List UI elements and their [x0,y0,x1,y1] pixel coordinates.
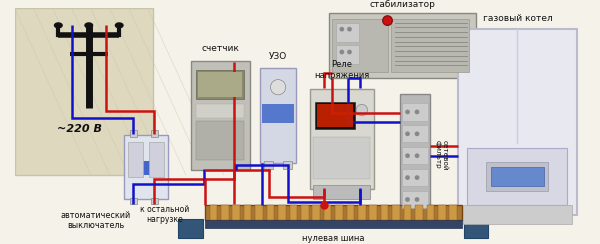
Bar [458,29,577,215]
Bar [313,185,370,199]
Text: нулевая шина: нулевая шина [302,234,365,243]
Bar [391,19,469,72]
Text: автоматический
выключатель: автоматический выключатель [61,211,131,230]
Bar [335,205,343,220]
Bar [467,148,568,205]
Bar [313,205,320,220]
Ellipse shape [55,23,62,28]
Text: газовый котел: газовый котел [482,14,552,23]
Bar [438,205,446,220]
Circle shape [356,104,368,116]
Bar [487,162,548,191]
Circle shape [405,110,410,114]
Circle shape [347,50,352,54]
Bar [124,135,168,200]
Ellipse shape [85,23,92,28]
Bar [427,205,434,220]
Bar [290,205,297,220]
Bar [232,205,240,220]
Bar [313,137,370,179]
Bar [324,205,331,220]
Bar [196,122,244,160]
Bar [266,205,274,220]
Circle shape [271,80,286,95]
Bar [205,220,462,228]
Bar [336,45,359,64]
Bar [449,205,457,220]
Bar [130,130,137,137]
Bar [402,147,428,164]
Bar [198,72,242,97]
Text: УЗО: УЗО [269,51,287,61]
Bar [400,94,430,218]
Bar [315,102,355,129]
Bar [262,104,294,123]
Bar [151,198,158,204]
Circle shape [405,132,410,136]
Circle shape [415,197,419,202]
Text: сетевой
фильтр: сетевой фильтр [434,140,447,171]
Bar [244,205,251,220]
Bar [209,205,217,220]
Bar [178,219,203,238]
Bar [392,205,400,220]
Text: счетчик: счетчик [201,44,239,53]
Bar [196,70,244,99]
Bar [130,198,137,204]
Bar [404,205,412,220]
Bar [310,89,374,189]
Bar [317,104,353,127]
Text: Реле
напряжения: Реле напряжения [314,60,370,80]
Bar [149,142,164,177]
Bar [205,205,462,220]
Bar [278,205,286,220]
Circle shape [405,197,410,202]
Bar [196,104,244,118]
Circle shape [340,50,344,54]
Bar [264,162,274,169]
Bar [402,169,428,186]
Circle shape [383,16,392,25]
Bar [283,162,292,169]
Bar [381,205,388,220]
Bar [301,205,308,220]
Text: ~220 В: ~220 В [57,124,102,134]
Circle shape [415,153,419,158]
Circle shape [347,27,352,31]
Bar [370,205,377,220]
Circle shape [415,110,419,114]
Circle shape [405,153,410,158]
Ellipse shape [115,23,123,28]
Circle shape [415,175,419,180]
Bar [260,68,296,163]
Bar [402,125,428,142]
Bar [255,205,263,220]
Text: стабилизатор: стабилизатор [370,0,435,9]
Bar [415,205,423,220]
Bar [136,162,157,175]
Bar [221,205,229,220]
Bar [464,219,488,238]
Circle shape [405,175,410,180]
Bar [463,205,572,224]
Circle shape [415,132,419,136]
Bar [332,19,388,72]
Bar [491,167,544,186]
Text: к остальной
нагрузке: к остальной нагрузке [140,205,190,224]
Bar [191,61,250,170]
Bar [347,205,354,220]
Bar [336,22,359,41]
Bar [358,205,365,220]
Bar [128,142,143,177]
Bar [402,191,428,208]
Circle shape [340,27,344,31]
Bar [402,103,428,121]
Bar [14,8,152,175]
Bar [329,13,476,78]
Bar [151,130,158,137]
